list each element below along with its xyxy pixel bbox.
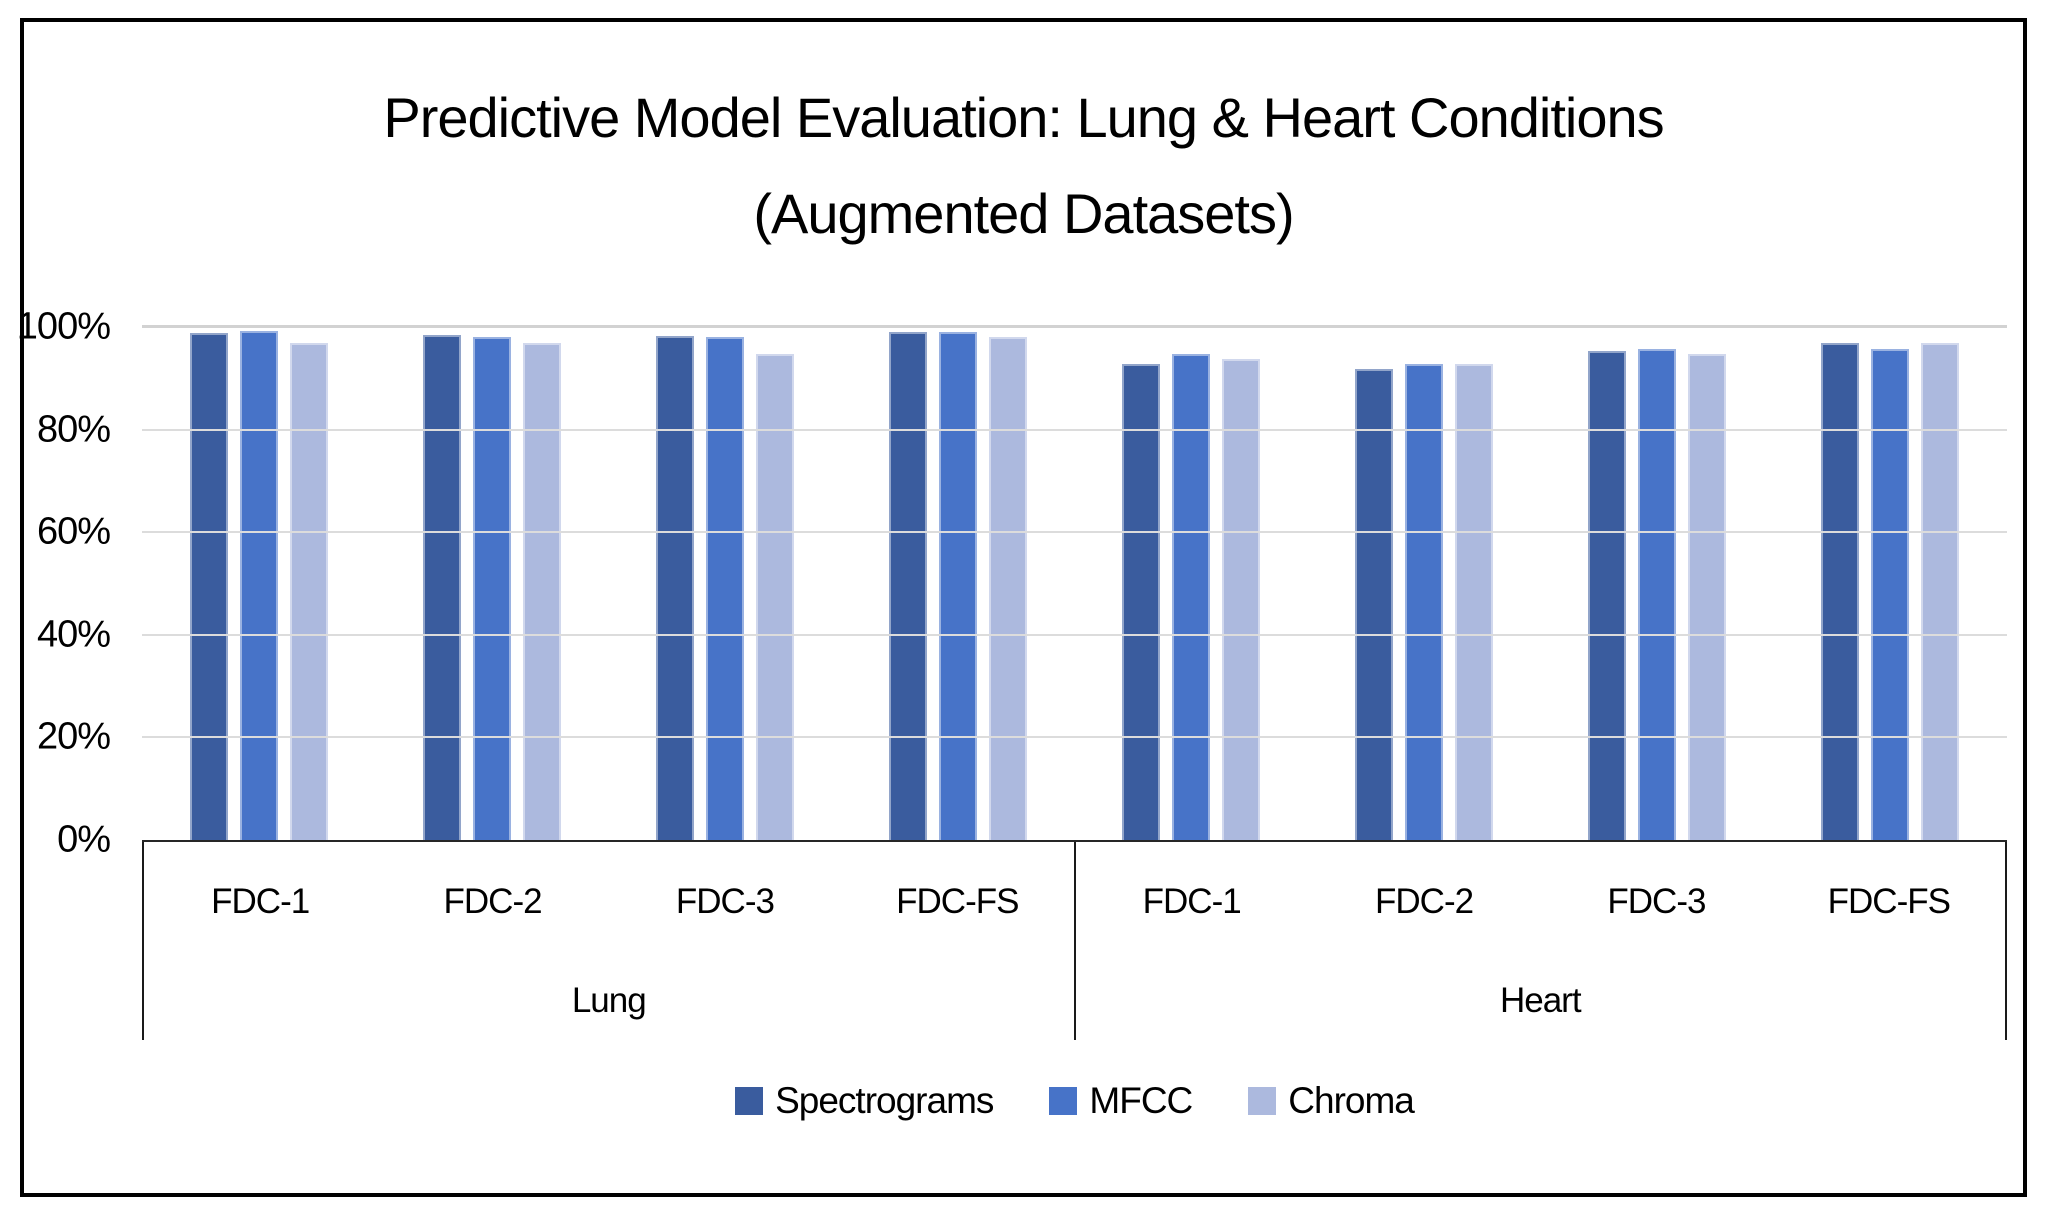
bars-area [142,328,2007,841]
category-group-lung: FDC-1 FDC-2 FDC-3 FDC-FS Lung [142,842,1074,1040]
gridline-100 [142,325,2007,328]
category-label: FDC-FS [1827,882,1951,921]
category-label: FDC-FS [896,882,1019,921]
category-label: FDC-1 [211,882,310,921]
group-label-heart: Heart [1499,981,1582,1020]
category-label: FDC-3 [1607,882,1706,921]
legend-label-chroma: Chroma [1288,1080,1415,1121]
bar-spectrograms-lung-fdc-1 [189,333,228,841]
category-label: FDC-3 [675,882,775,921]
y-tick-label-20: 20% [36,716,111,759]
bar-mfcc-heart-fdc-2 [1405,363,1444,841]
y-tick-label-100: 100% [16,305,111,348]
category-slot-heart-fdc-2 [1308,328,1541,841]
bar-spectrograms-heart-fdc-1 [1122,363,1161,841]
legend-label-mfcc: MFCC [1089,1080,1193,1121]
bar-spectrograms-heart-fdc-fs [1821,343,1860,841]
category-slot-lung-fdc-2 [375,328,608,841]
category-axis: FDC-1 FDC-2 FDC-3 FDC-FS Lung FDC-1 FDC-2 FDC-3… [142,842,2007,1040]
bar-chroma-lung-fdc-fs [988,336,1027,841]
y-tick-label-0: 0% [57,818,111,861]
category-slot-lung-fdc-3 [608,328,841,841]
bar-mfcc-heart-fdc-1 [1172,353,1211,841]
y-tick-label-80: 80% [36,408,111,451]
bar-spectrograms-heart-fdc-3 [1588,351,1627,841]
gridline-40 [142,633,2007,636]
bar-spectrograms-heart-fdc-2 [1355,369,1394,841]
y-tick-label-60: 60% [36,510,111,553]
chart-title: Predictive Model Evaluation: Lung & Hear… [24,70,2023,262]
y-tick-label-40: 40% [36,613,111,656]
legend-swatch-mfcc [1049,1087,1078,1115]
bar-chroma-lung-fdc-1 [289,343,328,841]
category-slot-lung-fdc-fs [841,328,1074,841]
category-slot-heart-fdc-3 [1541,328,1774,841]
bar-spectrograms-lung-fdc-3 [655,335,694,841]
bar-chroma-heart-fdc-2 [1455,363,1494,841]
bar-chroma-lung-fdc-2 [522,343,561,841]
legend-label-spectrograms: Spectrograms [775,1080,994,1121]
chart-title-line2: (Augmented Datasets) [753,182,1294,245]
bar-spectrograms-lung-fdc-2 [422,334,461,841]
x-axis-line [142,840,2007,842]
bar-mfcc-lung-fdc-2 [472,337,511,841]
legend-swatch-chroma [1248,1087,1277,1115]
chart-title-line1: Predictive Model Evaluation: Lung & Hear… [383,86,1664,149]
bar-mfcc-lung-fdc-3 [705,337,744,841]
category-label-row-lung: FDC-1 FDC-2 FDC-3 FDC-FS [144,842,1074,962]
legend-swatch-spectrograms [735,1087,764,1115]
gridline-60 [142,531,2007,534]
legend: Spectrograms MFCC Chroma [142,1080,2007,1122]
bar-mfcc-lung-fdc-fs [938,332,977,841]
legend-item-chroma: Chroma [1248,1080,1415,1122]
category-slot-heart-fdc-1 [1075,328,1308,841]
bar-mfcc-heart-fdc-3 [1638,348,1677,841]
category-label-row-heart: FDC-1 FDC-2 FDC-3 FDC-FS [1076,842,2006,962]
bar-chroma-heart-fdc-fs [1921,343,1960,841]
category-group-heart: FDC-1 FDC-2 FDC-3 FDC-FS Heart [1073,842,2006,1040]
bar-mfcc-lung-fdc-1 [239,330,278,841]
legend-item-spectrograms: Spectrograms [735,1080,994,1122]
category-slot-lung-fdc-1 [142,328,375,841]
group-label-lung: Lung [571,981,647,1020]
category-label: FDC-2 [443,882,543,921]
category-label: FDC-2 [1375,882,1474,921]
category-label: FDC-1 [1142,882,1242,921]
bar-chroma-heart-fdc-3 [1688,353,1727,841]
legend-item-mfcc: MFCC [1049,1080,1193,1122]
bar-spectrograms-lung-fdc-fs [888,332,927,841]
bar-chroma-lung-fdc-3 [755,353,794,841]
gridline-80 [142,428,2007,431]
y-axis-labels: 0% 20% 40% 60% 80% 100% [17,22,120,1193]
gridline-20 [142,736,2007,739]
bar-chroma-heart-fdc-1 [1222,358,1261,841]
plot-area [142,325,2007,841]
category-slot-heart-fdc-fs [1774,328,2007,841]
bar-mfcc-heart-fdc-fs [1871,348,1910,841]
chart-frame: Predictive Model Evaluation: Lung & Hear… [17,18,2027,1197]
